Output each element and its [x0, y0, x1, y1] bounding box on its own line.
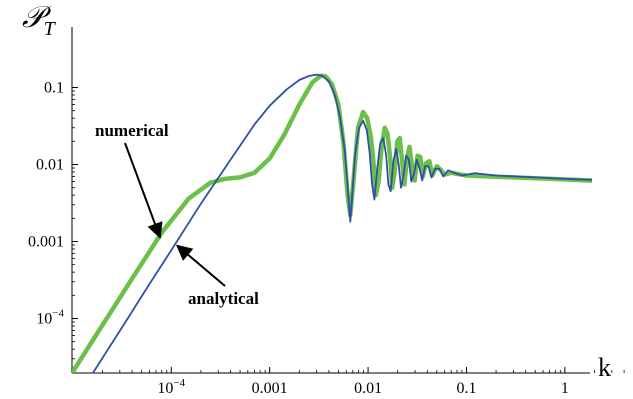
x-tick-label: 0.1 [456, 380, 476, 397]
y-axis-title-subscript: T [44, 18, 57, 40]
series-layer [72, 73, 592, 373]
y-axis-title: 𝒫T [22, 1, 57, 40]
y-tick-label: 10−4 [36, 308, 64, 328]
numerical-curve [72, 73, 592, 373]
numerical-annotation-arrow [124, 142, 163, 239]
y-tick-label: 0.1 [44, 80, 64, 97]
numerical-annotation-label: numerical [95, 121, 169, 140]
analytical-curve [92, 73, 592, 373]
x-tick-label: 10−4 [157, 377, 185, 397]
x-axis-title: k [598, 353, 611, 382]
y-tick-label: 0.01 [36, 157, 64, 174]
analytical-annotation-label: analytical [188, 289, 259, 308]
y-tick-label: 0.001 [28, 234, 64, 251]
axes [71, 27, 590, 374]
x-tick-label: 1 [561, 380, 569, 397]
annotations: numerical analytical [95, 121, 259, 308]
x-tick-label: 0.001 [252, 380, 288, 397]
analytical-annotation-arrow [175, 244, 226, 287]
x-tick-label: 0.01 [354, 380, 382, 397]
